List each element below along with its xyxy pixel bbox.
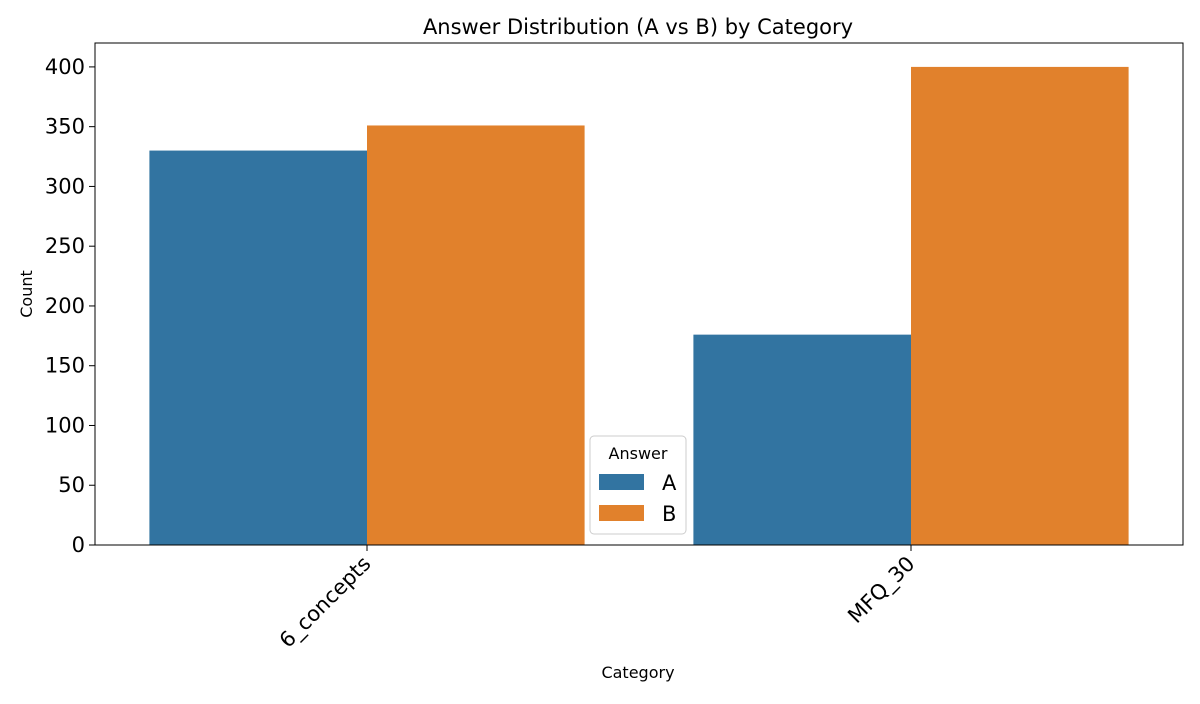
plot-frame (94, 42, 1184, 546)
legend-label-b: B (662, 502, 676, 526)
x-axis-label: Category (601, 663, 674, 682)
y-tick-label: 50 (58, 473, 85, 497)
y-tick-label: 250 (45, 234, 85, 258)
legend-swatch-a (599, 474, 644, 490)
y-tick-label: 150 (45, 354, 85, 378)
legend-label-a: A (662, 471, 677, 495)
y-tick-label: 100 (45, 413, 85, 437)
y-tick-label: 0 (72, 533, 85, 557)
y-tick-label: 200 (45, 294, 85, 318)
bar-A-MFQ_30 (693, 334, 911, 545)
bar-B-6_concepts (367, 125, 585, 545)
legend-title: Answer (609, 444, 668, 463)
y-tick-label: 300 (45, 174, 85, 198)
bar-A-6_concepts (149, 150, 367, 545)
chart-title: Answer Distribution (A vs B) by Category (423, 15, 853, 39)
y-axis-label: Count (17, 270, 36, 318)
legend-swatch-b (599, 505, 644, 521)
y-tick-label: 400 (45, 55, 85, 79)
legend: Answer A B (589, 435, 687, 535)
y-tick-label: 350 (45, 115, 85, 139)
bar-B-MFQ_30 (911, 66, 1129, 546)
bars-layer (149, 66, 1129, 546)
